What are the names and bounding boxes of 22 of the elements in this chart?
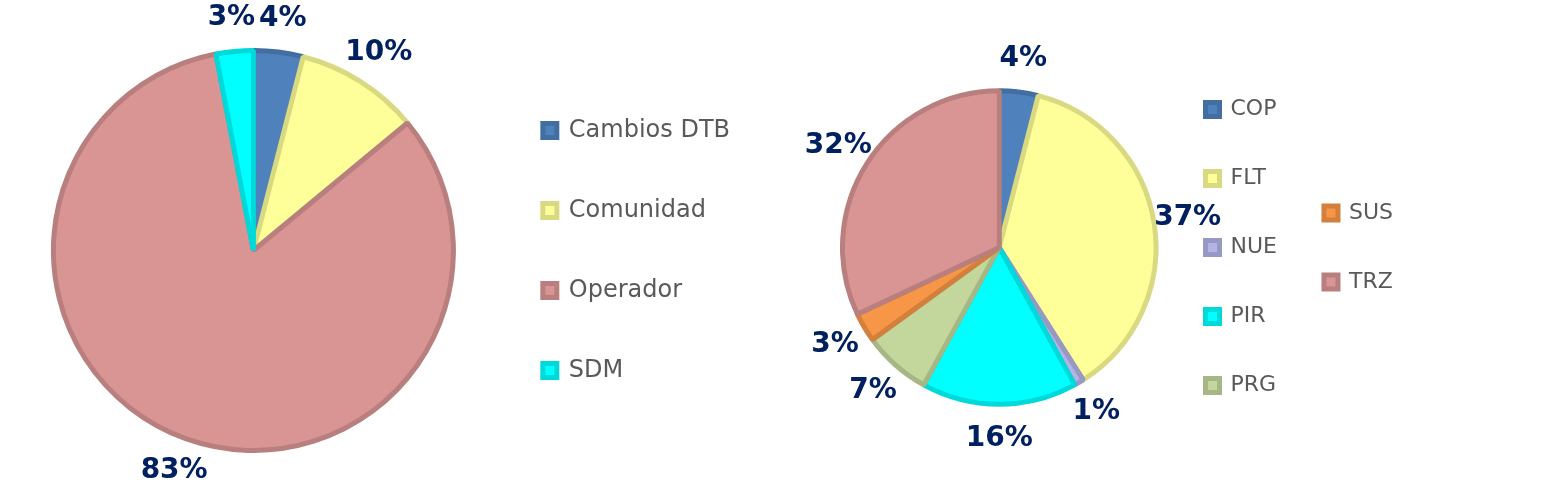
legend-label: TRZ	[1347, 267, 1393, 293]
data-label: 37%	[1154, 198, 1222, 232]
data-label: 4%	[999, 39, 1047, 73]
legend-label: NUE	[1230, 233, 1277, 259]
legend-label: FLT	[1230, 164, 1267, 190]
data-label: 10%	[345, 34, 413, 68]
legend-label: Operador	[568, 274, 683, 303]
data-label: 7%	[849, 371, 897, 405]
data-label: 3%	[207, 0, 256, 32]
data-label: 83%	[140, 451, 208, 485]
legend-label: PRG	[1230, 371, 1277, 397]
data-label: 3%	[811, 325, 859, 359]
data-label: 1%	[1072, 392, 1121, 426]
legend-label: COP	[1230, 95, 1277, 121]
legend-label: SDM	[568, 354, 624, 383]
data-label: 32%	[804, 126, 872, 160]
legend-label: PIR	[1230, 302, 1266, 328]
data-label: 4%	[258, 0, 307, 33]
data-label: 16%	[965, 419, 1033, 453]
legend-label: Comunidad	[568, 194, 706, 223]
legend-label: Cambios DTB	[568, 114, 730, 143]
legend-label: SUS	[1348, 198, 1394, 224]
